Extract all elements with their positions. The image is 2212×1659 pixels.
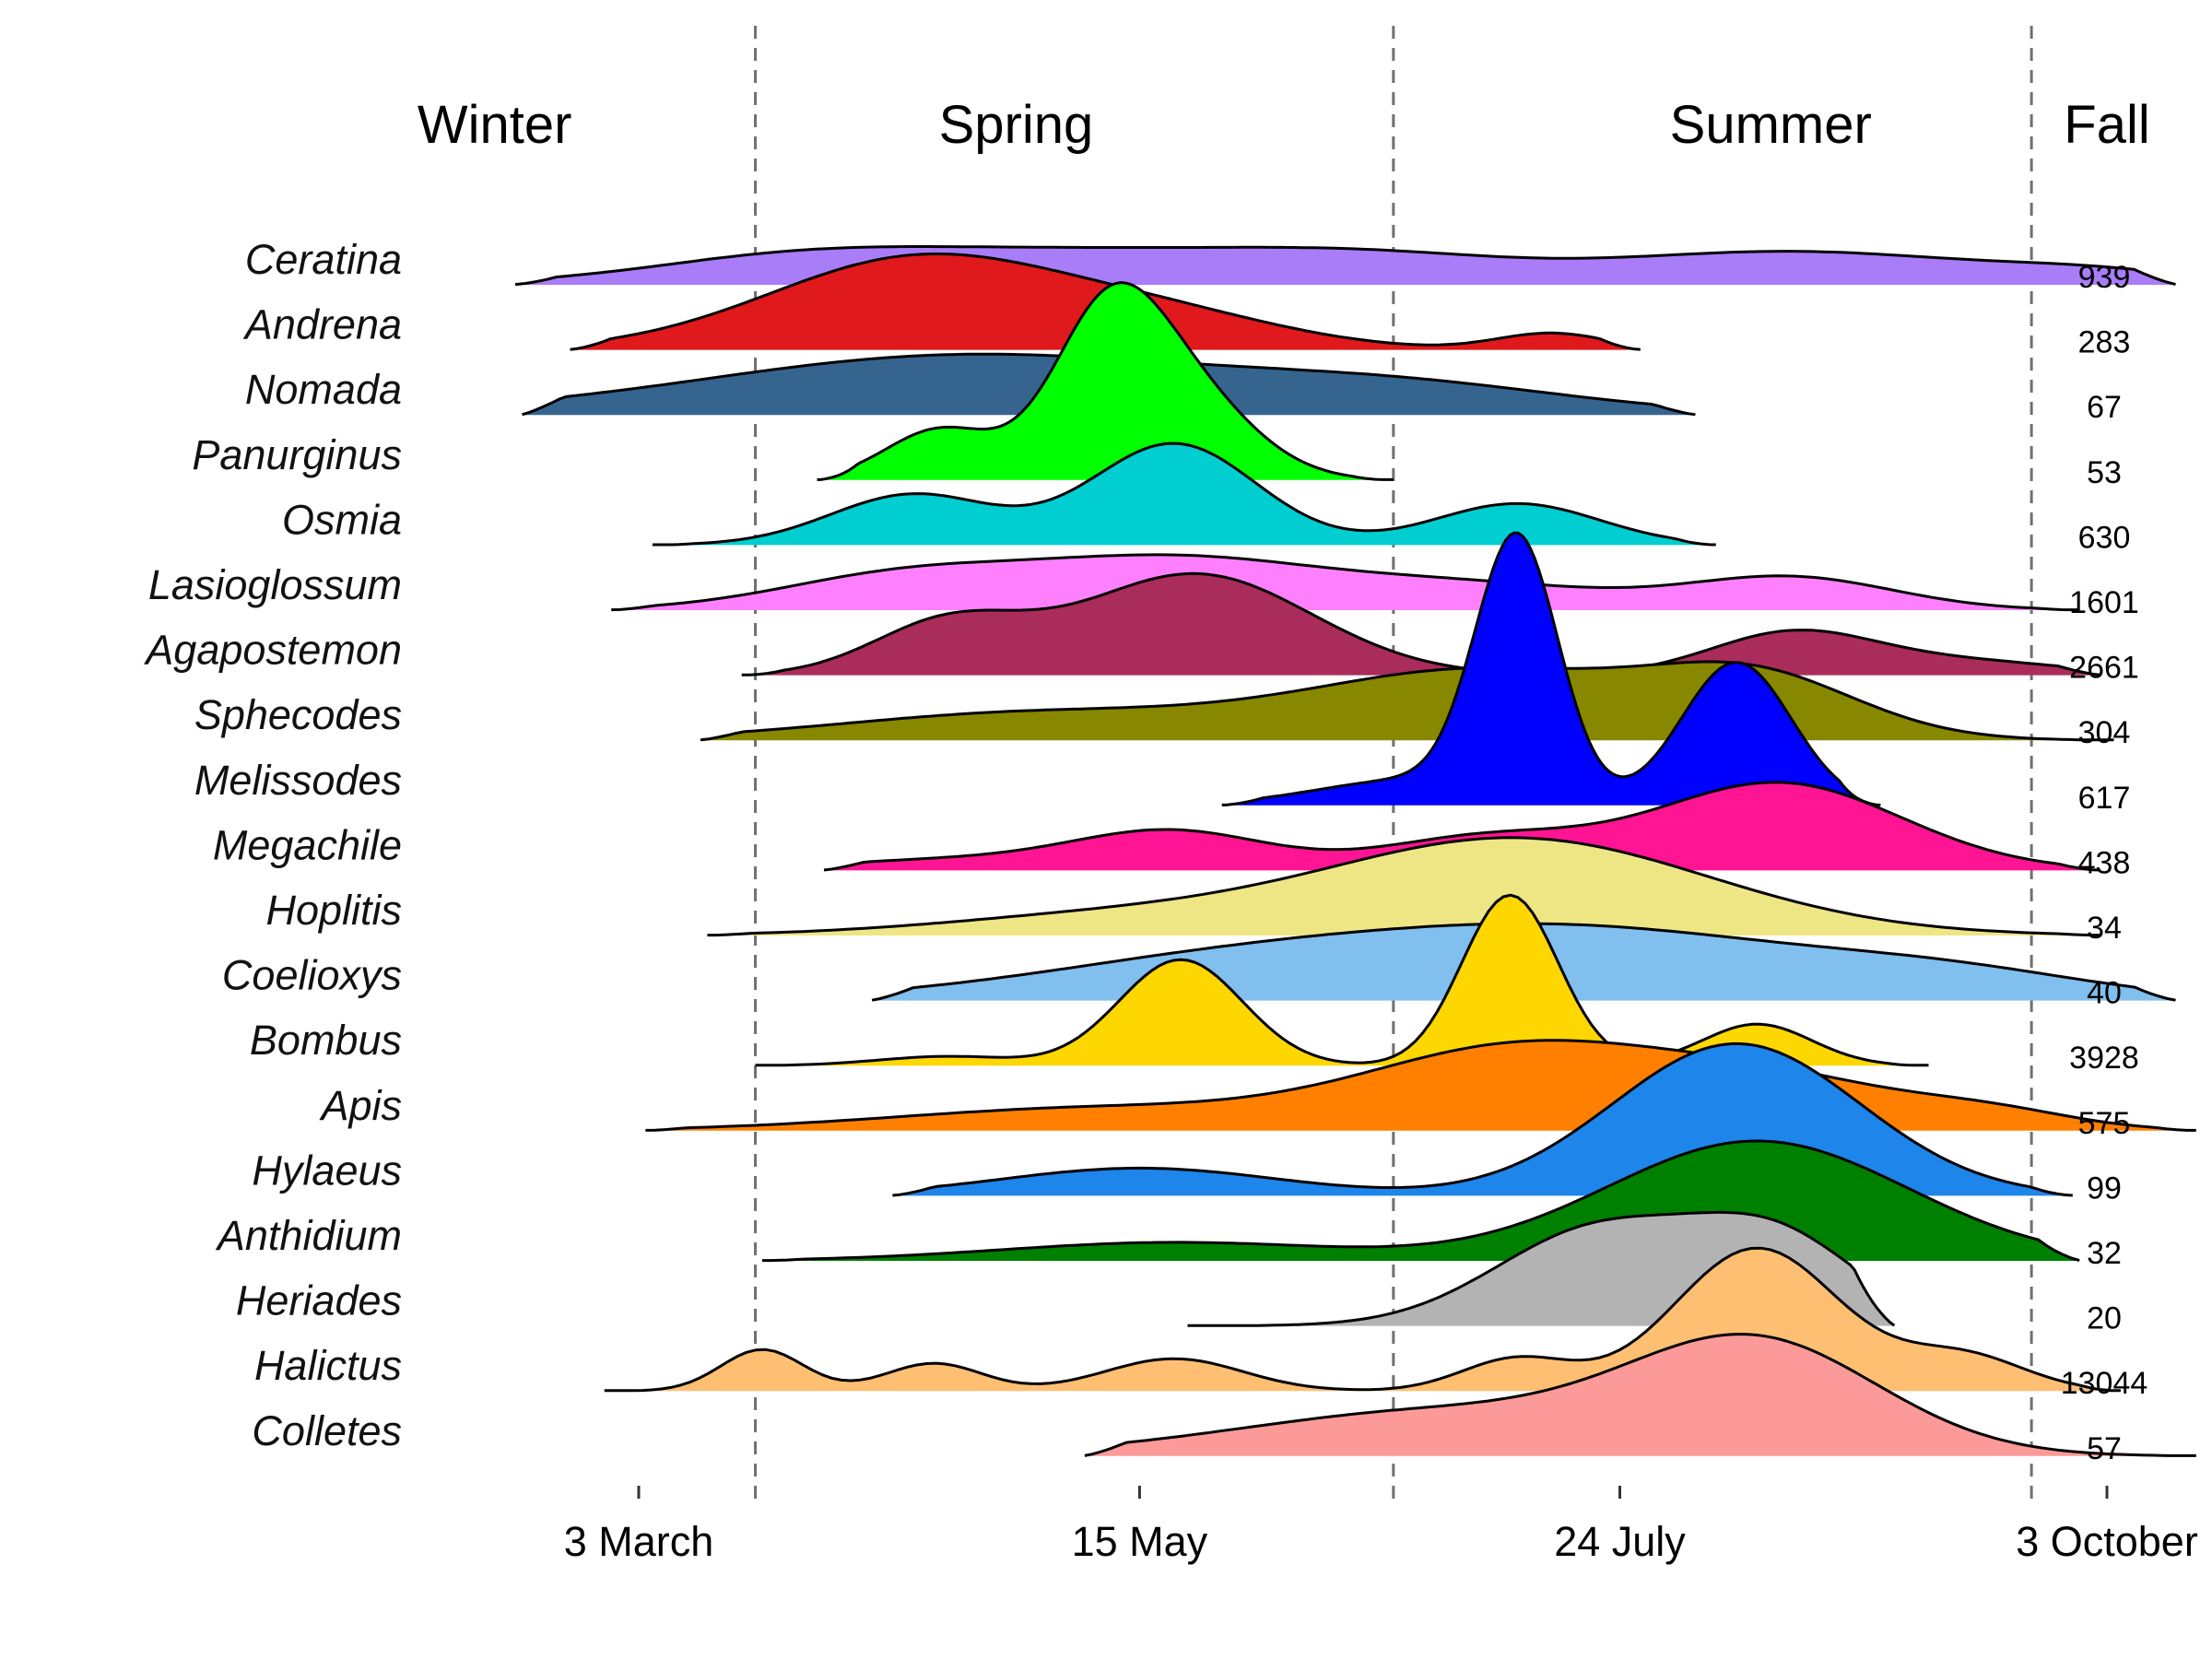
- genus-label-nomada: Nomada: [245, 366, 402, 413]
- ridge-fill-lasioglossum: [611, 554, 2080, 610]
- ridge-fill-agapostemon: [741, 573, 2100, 676]
- genus-label-hylaeus: Hylaeus: [252, 1147, 402, 1194]
- count-label-colletes: 57: [2087, 1431, 2122, 1466]
- genus-label-apis: Apis: [318, 1082, 402, 1129]
- ridge-line-hylaeus: [892, 1041, 2073, 1197]
- genus-label-coelioxys: Coelioxys: [222, 952, 402, 999]
- count-label-agapostemon: 2661: [2069, 651, 2139, 686]
- ridge-line-colletes: [1084, 1333, 2196, 1457]
- density-ridges: [514, 245, 2196, 1457]
- count-label-ceratina: 939: [2078, 260, 2131, 295]
- ridge-fill-hoplitis: [707, 837, 2100, 935]
- genus-label-colletes: Colletes: [252, 1407, 402, 1454]
- ridge-line-ceratina: [514, 245, 2176, 287]
- season-label-spring: Spring: [939, 95, 1094, 155]
- genus-label-agapostemon: Agapostemon: [143, 627, 402, 674]
- count-label-melissodes: 617: [2078, 781, 2131, 816]
- ridge-line-megachile: [823, 781, 2100, 872]
- x-axis: 3 March 15 May 24 July 3 October: [564, 1486, 2198, 1565]
- ridge-fill-bombus: [755, 895, 1929, 1066]
- season-label-summer: Summer: [1670, 95, 1872, 155]
- ridge-line-bombus: [755, 893, 1929, 1067]
- count-label-coelioxys: 40: [2087, 976, 2122, 1011]
- ridge-fill-osmia: [652, 443, 1716, 546]
- genus-label-sphecodes: Sphecodes: [194, 691, 402, 738]
- count-label-bombus: 3928: [2069, 1041, 2139, 1076]
- count-label-hoplitis: 34: [2087, 911, 2122, 946]
- genus-label-andrena: Andrena: [242, 301, 402, 348]
- ridge-line-lasioglossum: [611, 553, 2080, 612]
- count-label-heriades: 20: [2087, 1301, 2122, 1336]
- ridge-fill-melissodes: [1221, 533, 1881, 806]
- genus-label-osmia: Osmia: [282, 496, 402, 543]
- ridge-line-melissodes: [1221, 531, 1881, 806]
- genus-label-hoplitis: Hoplitis: [265, 887, 402, 934]
- x-tick-label: 3 October: [2016, 1518, 2198, 1565]
- count-label-anthidium: 32: [2087, 1236, 2122, 1271]
- ridge-fill-panurginus: [817, 282, 1394, 480]
- ridge-line-anthidium: [762, 1139, 2080, 1263]
- x-tick-label: 3 March: [564, 1518, 714, 1565]
- x-tick-label: 24 July: [1554, 1518, 1686, 1565]
- genus-label-ceratina: Ceratina: [245, 236, 402, 283]
- count-label-sphecodes: 304: [2078, 715, 2131, 750]
- genus-label-panurginus: Panurginus: [192, 431, 402, 478]
- season-labels: Winter Spring Summer Fall: [418, 95, 2150, 155]
- genus-label-bombus: Bombus: [250, 1017, 402, 1064]
- count-label-lasioglossum: 1601: [2069, 585, 2139, 620]
- genus-label-anthidium: Anthidium: [215, 1212, 402, 1259]
- genus-label-megachile: Megachile: [213, 821, 402, 868]
- ridge-line-agapostemon: [741, 571, 2100, 677]
- count-label-hylaeus: 99: [2087, 1171, 2122, 1206]
- count-label-apis: 575: [2078, 1106, 2131, 1141]
- genus-label-melissodes: Melissodes: [194, 757, 402, 804]
- genus-label-lasioglossum: Lasioglossum: [148, 561, 402, 608]
- ridge-fill-colletes: [1084, 1334, 2196, 1456]
- season-label-fall: Fall: [2064, 95, 2149, 155]
- count-label-megachile: 438: [2078, 845, 2131, 880]
- ridge-line-hoplitis: [707, 836, 2100, 937]
- count-label-andrena: 283: [2078, 325, 2131, 360]
- ridge-line-apis: [645, 1039, 2196, 1132]
- genus-label-heriades: Heriades: [236, 1277, 402, 1324]
- ridge-line-panurginus: [817, 281, 1394, 481]
- count-label-nomada: 67: [2087, 390, 2122, 425]
- count-label-osmia: 630: [2078, 520, 2131, 555]
- ridge-fill-megachile: [824, 782, 2100, 871]
- ridge-line-osmia: [652, 441, 1716, 547]
- ridge-line-halictus: [604, 1246, 2121, 1393]
- ridge-line-heriades: [1187, 1210, 1896, 1327]
- sample-counts: 939 283 67 53 630 1601 2661 304 617 438 34 40 3928 57…: [2061, 260, 2148, 1466]
- genus-labels: Ceratina Andrena Nomada Panurginus Osmia Lasi…: [143, 236, 402, 1454]
- count-label-panurginus: 53: [2087, 455, 2122, 490]
- count-label-halictus: 13044: [2061, 1366, 2148, 1401]
- ridge-line-sphecodes: [700, 660, 2114, 742]
- season-label-winter: Winter: [418, 95, 572, 155]
- x-tick-label: 15 May: [1072, 1518, 1208, 1565]
- ridge-line-andrena: [570, 253, 1641, 351]
- genus-label-halictus: Halictus: [254, 1342, 402, 1389]
